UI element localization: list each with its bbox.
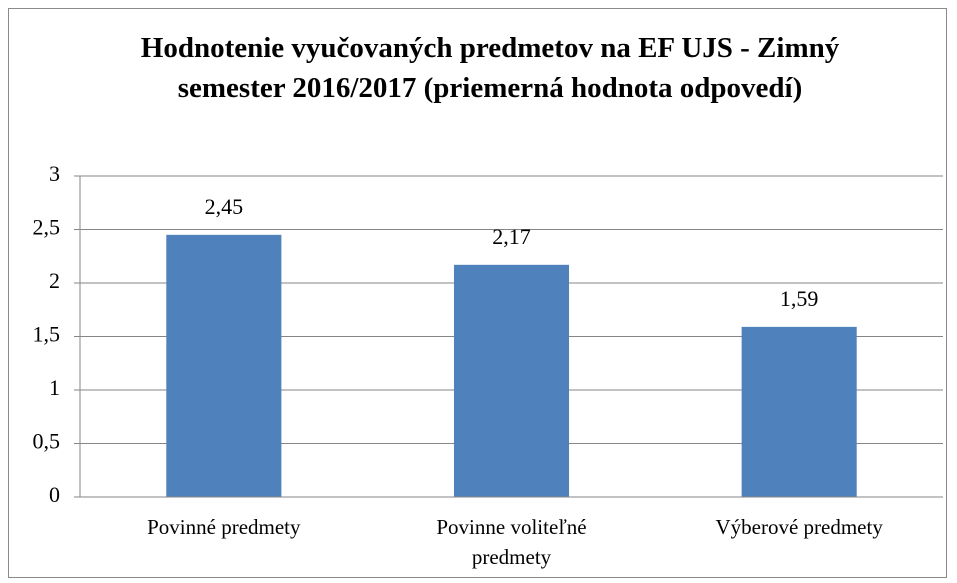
y-tick-label: 0,5 — [33, 429, 61, 454]
chart-frame — [8, 8, 947, 578]
data-label: 1,59 — [780, 286, 819, 311]
chart-title: Hodnotenie vyučovaných predmetov na EF U… — [140, 32, 840, 104]
y-tick-label: 0 — [49, 482, 60, 507]
data-label: 2,17 — [492, 224, 531, 249]
y-tick-label: 2,5 — [33, 215, 61, 240]
x-tick-label: Povinné predmety — [147, 515, 301, 539]
y-tick-label: 3 — [49, 161, 60, 186]
y-tick-label: 1 — [49, 375, 60, 400]
bar — [453, 264, 570, 497]
y-tick-label: 2 — [49, 268, 60, 293]
bar — [741, 326, 857, 497]
x-tick-label: Výberové predmety — [715, 515, 883, 539]
bar — [166, 234, 282, 497]
y-tick-label: 1,5 — [33, 322, 61, 347]
data-label: 2,45 — [205, 194, 244, 219]
x-tick-label: Povinne voliteľné predmety — [436, 515, 587, 569]
